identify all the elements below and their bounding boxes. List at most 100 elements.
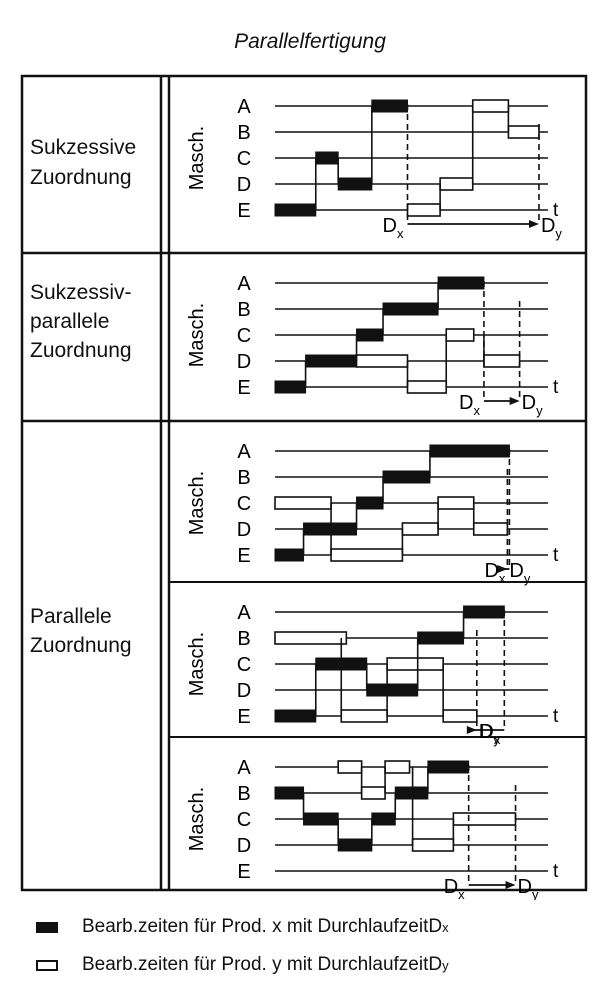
process-bar-product-x (337, 838, 373, 852)
process-bar-product-x (382, 302, 439, 316)
y-axis-label: Masch. (186, 303, 208, 367)
y-axis-label: Masch. (186, 471, 208, 535)
process-bar-product-y (452, 812, 517, 826)
arrow-head (509, 397, 520, 405)
process-bar-product-x (417, 631, 465, 645)
lead-time-label-x: Dx (444, 876, 465, 900)
process-bar-product-x (305, 354, 358, 368)
process-bar-product-x (274, 203, 317, 217)
lead-time-label-y: Dy (541, 215, 562, 241)
legend-symbol-x: D (428, 916, 443, 937)
process-bar-product-y (406, 380, 448, 394)
process-bar-product-x (315, 657, 368, 671)
process-bar-product-x (356, 328, 384, 342)
arrow-head (505, 881, 516, 889)
machine-label-b: B (237, 467, 250, 489)
time-axis-label: t (553, 545, 559, 566)
machine-label-d: D (237, 680, 251, 702)
process-bar-product-x (303, 812, 339, 826)
process-bar-product-x (337, 177, 373, 191)
machine-label-b: B (237, 299, 250, 321)
legend-swatch-white (36, 959, 58, 971)
process-bar-product-y (439, 177, 474, 191)
category-label-line: Zuordnung (30, 634, 132, 657)
process-bar-product-x (463, 605, 505, 619)
process-bar-product-y (445, 328, 475, 342)
process-bar-product-y (411, 838, 455, 852)
process-bar-product-y (384, 760, 411, 774)
legend-swatch-black (36, 921, 58, 933)
process-bar-product-y (330, 548, 404, 562)
process-bar-product-x (274, 548, 305, 562)
time-axis-label: t (553, 200, 559, 221)
machine-label-e: E (237, 861, 250, 883)
legend-subscript-y: y (442, 957, 449, 973)
machine-label-d: D (237, 835, 251, 857)
legend-item-product-x: Bearb.zeiten für Prod. x mit Durchlaufze… (36, 908, 449, 946)
time-axis-label: t (553, 706, 559, 727)
arrow-head (497, 565, 508, 573)
process-bar-product-y (401, 522, 439, 536)
machine-label-d: D (237, 519, 251, 541)
category-label-line: Sukzessive (30, 136, 137, 159)
category-label-line: Zuordnung (30, 166, 132, 189)
machine-label-a: A (237, 273, 251, 295)
process-bar-product-y (274, 496, 332, 510)
process-bar-product-x (274, 709, 317, 723)
process-bar-product-y (274, 631, 348, 645)
process-bar-product-x (356, 496, 384, 510)
legend-text-x: Bearb.zeiten für Prod. x mit Durchlaufze… (82, 916, 429, 937)
process-bar-product-x (427, 760, 470, 774)
y-axis-label: Masch. (186, 787, 208, 851)
process-bar-product-y (442, 709, 478, 723)
process-bar-product-y (472, 522, 509, 536)
machine-label-e: E (237, 377, 250, 399)
process-bar-product-x (274, 786, 305, 800)
machine-label-c: C (237, 654, 251, 676)
lead-time-label-y: Dy (479, 721, 500, 747)
process-bar-product-x (366, 683, 419, 697)
machine-label-a: A (237, 96, 251, 118)
process-bar-product-y (340, 709, 388, 723)
figure-title: Parallelfertigung (234, 30, 386, 53)
process-bar-product-y (507, 125, 540, 139)
y-axis-label: Masch. (186, 126, 208, 190)
legend-text-y: Bearb.zeiten für Prod. y mit Durchlaufze… (82, 954, 429, 975)
machine-label-c: C (237, 325, 251, 347)
lead-time-label-y: Dy (522, 392, 543, 418)
process-bar-product-x (371, 99, 409, 113)
lead-time-label-x: Dx (383, 215, 404, 241)
process-bar-product-y (360, 786, 386, 800)
process-bar-product-x (429, 444, 510, 458)
arrow-head (528, 220, 539, 228)
process-bar-product-x (437, 276, 485, 290)
machine-label-a: A (237, 602, 251, 624)
machine-label-c: C (237, 148, 251, 170)
category-label-line: Zuordnung (30, 339, 132, 362)
process-bar-product-y (337, 760, 363, 774)
process-bar-product-x (371, 812, 396, 826)
category-label-line: Sukzessiv- (30, 281, 132, 304)
time-axis-label: t (553, 861, 559, 882)
machine-label-e: E (237, 545, 250, 567)
outer-border (20, 74, 588, 892)
process-bar-product-x (315, 151, 339, 165)
legend-subscript-x: x (442, 919, 449, 935)
category-label-line: parallele (30, 310, 110, 333)
machine-label-e: E (237, 706, 250, 728)
machine-label-b: B (237, 628, 250, 650)
process-bar-product-y (471, 99, 510, 113)
process-bar-product-x (382, 470, 431, 484)
machine-label-b: B (237, 122, 250, 144)
lead-time-label-x: Dx (459, 392, 480, 418)
legend: Bearb.zeiten für Prod. x mit Durchlaufze… (36, 908, 449, 984)
process-bar-product-y (386, 657, 444, 671)
process-bar-product-x (394, 786, 429, 800)
process-bar-product-x (274, 380, 307, 394)
process-bar-product-y (355, 354, 409, 368)
process-bar-product-x (303, 522, 358, 536)
machine-label-c: C (237, 493, 251, 515)
machine-label-d: D (237, 351, 251, 373)
machine-label-c: C (237, 809, 251, 831)
